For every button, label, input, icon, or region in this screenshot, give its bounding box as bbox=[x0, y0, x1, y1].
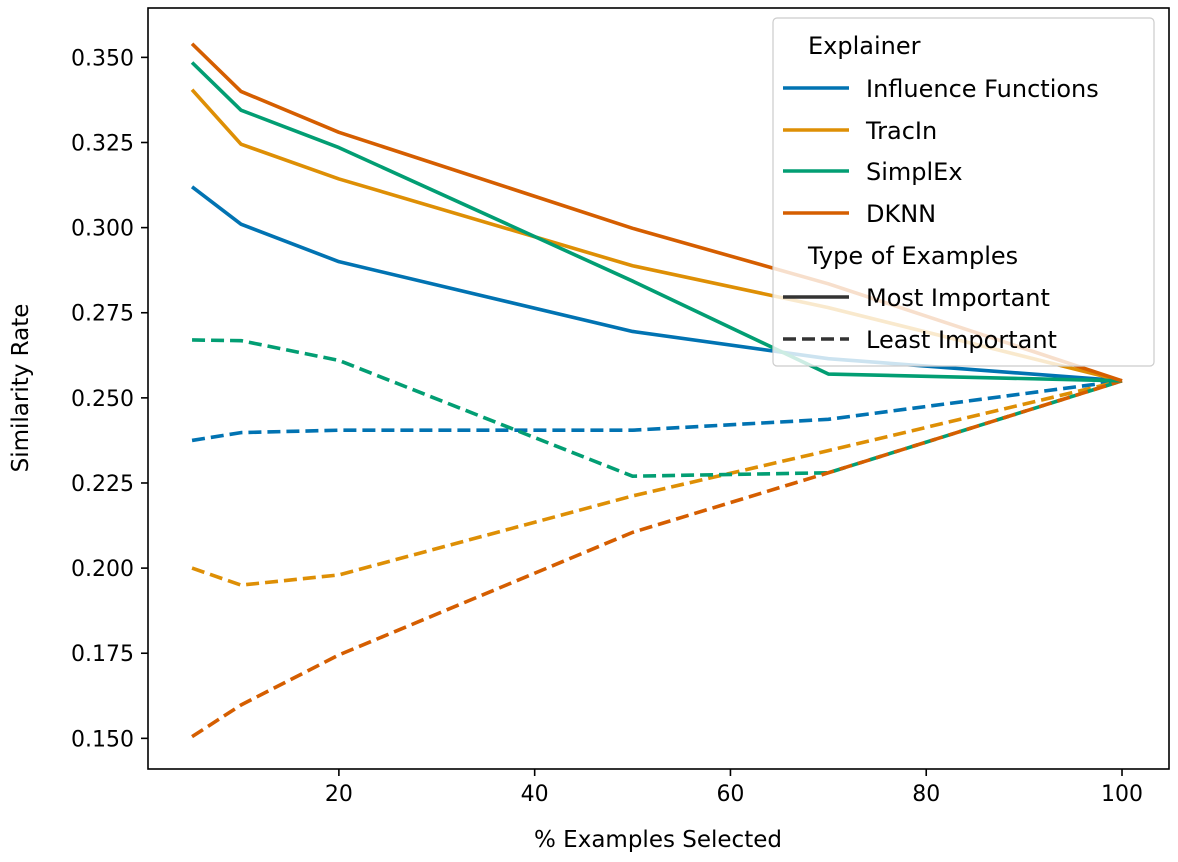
y-axis-title: Similarity Rate bbox=[8, 304, 34, 473]
y-axis: 0.150 0.175 0.200 0.225 0.250 0.275 0.300 0.325… bbox=[71, 46, 148, 752]
legend-title-explainer: Explainer bbox=[808, 32, 921, 60]
y-tick-label: 0.325 bbox=[71, 131, 134, 156]
y-tick-label: 0.225 bbox=[71, 472, 134, 497]
y-tick-label: 0.350 bbox=[71, 46, 134, 71]
x-axis: 20 40 60 80 100 bbox=[325, 769, 1143, 807]
x-tick-label: 80 bbox=[912, 782, 940, 807]
x-tick-label: 60 bbox=[716, 782, 744, 807]
x-tick-label: 100 bbox=[1101, 782, 1143, 807]
series-line-tracin-least-important bbox=[191, 379, 1123, 587]
legend-label-simplex: SimplEx bbox=[866, 158, 963, 186]
x-tick-label: 20 bbox=[325, 782, 353, 807]
legend-title-type: Type of Examples bbox=[807, 242, 1018, 270]
y-tick-label: 0.150 bbox=[71, 727, 134, 752]
y-tick-label: 0.200 bbox=[71, 557, 134, 582]
series-line-dknn-least-important bbox=[191, 379, 1123, 739]
y-tick-label: 0.300 bbox=[71, 217, 134, 242]
x-axis-title: % Examples Selected bbox=[534, 827, 782, 853]
plot-frame bbox=[147, 7, 1170, 770]
y-tick-label: 0.250 bbox=[71, 387, 134, 412]
legend-label-dknn: DKNN bbox=[866, 200, 936, 228]
y-tick-label: 0.275 bbox=[71, 302, 134, 327]
legend-label-influence-functions: Influence Functions bbox=[866, 75, 1099, 103]
series-line-influence-functions-least-important bbox=[191, 379, 1123, 443]
legend-label-least-important: Least Important bbox=[866, 326, 1057, 354]
legend-box bbox=[772, 17, 1155, 367]
x-tick-label: 40 bbox=[521, 782, 549, 807]
y-tick-label: 0.175 bbox=[71, 642, 134, 667]
legend-label-tracin: TracIn bbox=[865, 117, 937, 145]
series-line-simplex-most-important bbox=[190, 61, 1123, 383]
legend-label-most-important: Most Important bbox=[866, 284, 1050, 312]
legend: Explainer Influence Functions TracIn Sim… bbox=[772, 17, 1155, 367]
